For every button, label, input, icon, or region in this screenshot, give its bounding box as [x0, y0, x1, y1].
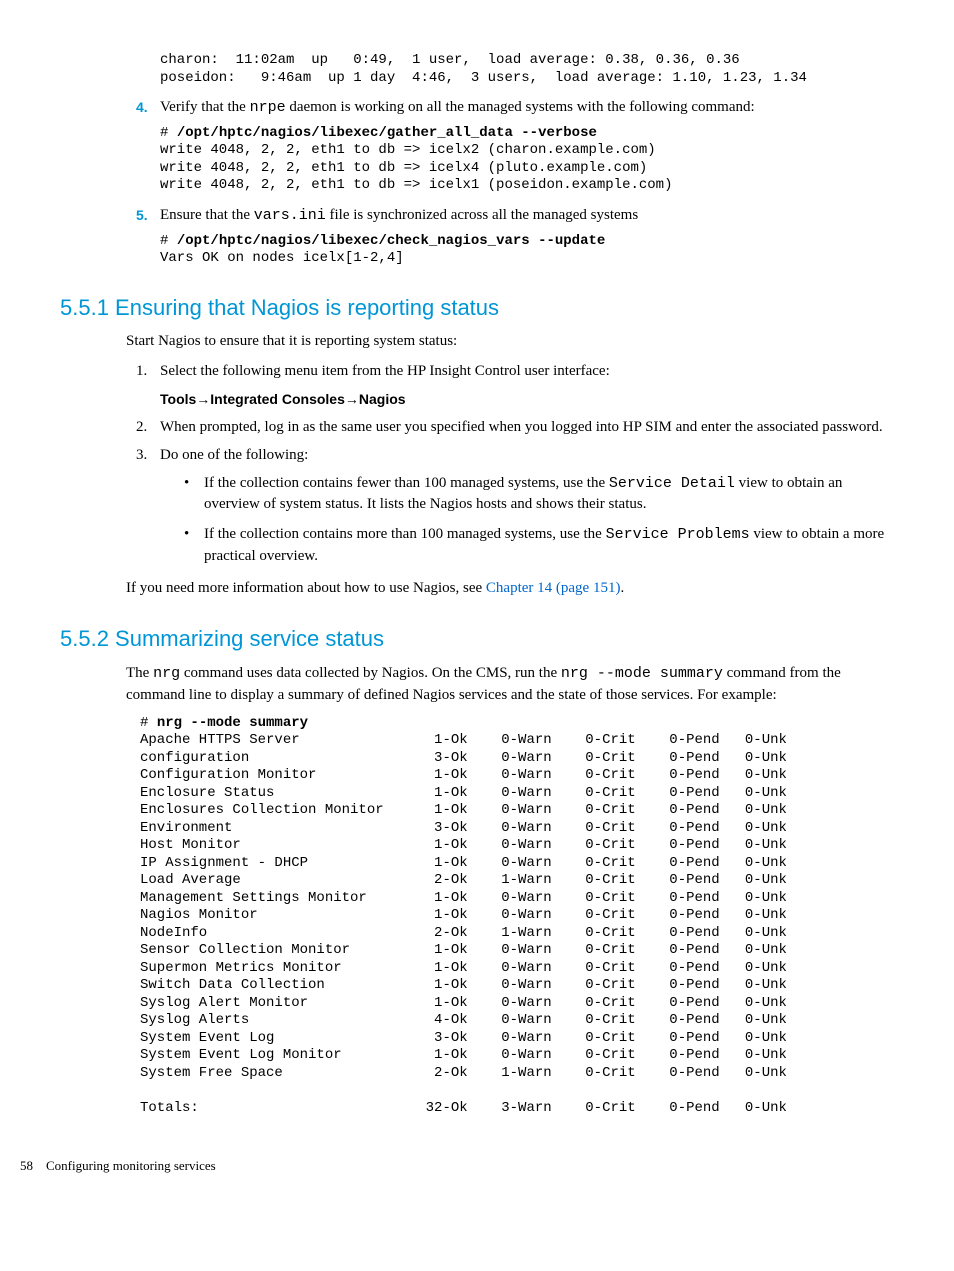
step-4-cmd: /opt/hptc/nagios/libexec/gather_all_data… — [177, 125, 597, 141]
summary-row: Supermon Metrics Monitor 1-Ok 0-Warn 0-C… — [140, 960, 894, 978]
s551-step-1-num: 1. — [136, 361, 160, 383]
summary-row: System Event Log Monitor 1-Ok 0-Warn 0-C… — [140, 1047, 894, 1065]
s551-step-1: 1. Select the following menu item from t… — [136, 361, 894, 383]
step-4-output: write 4048, 2, 2, eth1 to db => icelx2 (… — [160, 142, 672, 193]
section-551-heading: 5.5.1 Ensuring that Nagios is reporting … — [60, 292, 894, 324]
step-4: 4. Verify that the nrpe daemon is workin… — [136, 97, 894, 119]
summary-row: IP Assignment - DHCP 1-Ok 0-Warn 0-Crit … — [140, 855, 894, 873]
summary-row: Enclosures Collection Monitor 1-Ok 0-War… — [140, 802, 894, 820]
s551-step-3-num: 3. — [136, 445, 160, 467]
summary-row: NodeInfo 2-Ok 1-Warn 0-Crit 0-Pend 0-Unk — [140, 925, 894, 943]
s551-step-2: 2. When prompted, log in as the same use… — [136, 417, 894, 439]
chapter-link[interactable]: Chapter 14 (page 151) — [486, 580, 621, 596]
step-4-text-b: daemon is working on all the managed sys… — [286, 99, 755, 115]
section-552-heading: 5.5.2 Summarizing service status — [60, 623, 894, 655]
step-5-body: Ensure that the vars.ini file is synchro… — [160, 205, 894, 227]
summary-row: Host Monitor 1-Ok 0-Warn 0-Crit 0-Pend 0… — [140, 837, 894, 855]
step-4-text-a: Verify that the — [160, 99, 250, 115]
step-5-output: Vars OK on nodes icelx[1-2,4] — [160, 250, 404, 266]
s551-step-3: 3. Do one of the following: — [136, 445, 894, 467]
summary-row: Syslog Alerts 4-Ok 0-Warn 0-Crit 0-Pend … — [140, 1012, 894, 1030]
s551-bullets: • If the collection contains fewer than … — [184, 473, 894, 568]
s551-step-1-body: Select the following menu item from the … — [160, 361, 894, 383]
step-4-cmd-prefix: # — [160, 125, 177, 141]
summary-row: configuration 3-Ok 0-Warn 0-Crit 0-Pend … — [140, 750, 894, 768]
step-5-cmd-prefix: # — [160, 233, 177, 249]
step-5: 5. Ensure that the vars.ini file is sync… — [136, 205, 894, 227]
summary-row: Configuration Monitor 1-Ok 0-Warn 0-Crit… — [140, 767, 894, 785]
summary-row: Load Average 2-Ok 1-Warn 0-Crit 0-Pend 0… — [140, 872, 894, 890]
summary-row: Nagios Monitor 1-Ok 0-Warn 0-Crit 0-Pend… — [140, 907, 894, 925]
bullet-icon: • — [184, 524, 204, 568]
s551-step-2-num: 2. — [136, 417, 160, 439]
step-4-body: Verify that the nrpe daemon is working o… — [160, 97, 894, 119]
summary-row: Enclosure Status 1-Ok 0-Warn 0-Crit 0-Pe… — [140, 785, 894, 803]
page-footer: 58 Configuring monitoring services — [20, 1157, 894, 1176]
summary-totals-row: Totals: 32-Ok 3-Warn 0-Crit 0-Pend 0-Unk — [140, 1100, 894, 1118]
summary-row: System Event Log 3-Ok 0-Warn 0-Crit 0-Pe… — [140, 1030, 894, 1048]
section-552-intro: The nrg command uses data collected by N… — [126, 663, 894, 707]
step-5-num: 5. — [136, 205, 160, 227]
s551-step-3-body: Do one of the following: — [160, 445, 894, 467]
summary-row: Switch Data Collection 1-Ok 0-Warn 0-Cri… — [140, 977, 894, 995]
bullet-item: • If the collection contains more than 1… — [184, 524, 894, 568]
summary-blank-row — [140, 1082, 894, 1100]
section-551-intro: Start Nagios to ensure that it is report… — [126, 331, 894, 353]
summary-row: Syslog Alert Monitor 1-Ok 0-Warn 0-Crit … — [140, 995, 894, 1013]
step-4-cmd-block: # /opt/hptc/nagios/libexec/gather_all_da… — [160, 125, 894, 195]
summary-row: Management Settings Monitor 1-Ok 0-Warn … — [140, 890, 894, 908]
summary-row: System Free Space 2-Ok 1-Warn 0-Crit 0-P… — [140, 1065, 894, 1083]
step-5-cmd: /opt/hptc/nagios/libexec/check_nagios_va… — [177, 233, 605, 249]
summary-row: Sensor Collection Monitor 1-Ok 0-Warn 0-… — [140, 942, 894, 960]
step-5-text-a: Ensure that the — [160, 207, 254, 223]
s551-step-2-body: When prompted, log in as the same user y… — [160, 417, 894, 439]
nrg-cmd-row: # nrg --mode summary — [140, 715, 894, 733]
bullet-text: If the collection contains more than 100… — [204, 524, 894, 568]
footer-title: Configuring monitoring services — [46, 1158, 216, 1173]
bullet-icon: • — [184, 473, 204, 517]
step-4-num: 4. — [136, 97, 160, 119]
summary-row: Apache HTTPS Server 1-Ok 0-Warn 0-Crit 0… — [140, 732, 894, 750]
nrg-summary-block: # nrg --mode summary Apache HTTPS Server… — [140, 715, 894, 1118]
uptime-output: charon: 11:02am up 0:49, 1 user, load av… — [160, 52, 894, 87]
step-5-code: vars.ini — [254, 207, 326, 224]
bullet-item: • If the collection contains fewer than … — [184, 473, 894, 517]
page-number: 58 — [20, 1158, 33, 1173]
menu-path: Tools→Integrated Consoles→Nagios — [160, 389, 894, 409]
step-5-text-b: file is synchronized across all the mana… — [326, 207, 638, 223]
summary-row: Environment 3-Ok 0-Warn 0-Crit 0-Pend 0-… — [140, 820, 894, 838]
bullet-text: If the collection contains fewer than 10… — [204, 473, 894, 517]
section-551-closing: If you need more information about how t… — [126, 578, 894, 600]
step-5-cmd-block: # /opt/hptc/nagios/libexec/check_nagios_… — [160, 233, 894, 268]
step-4-code: nrpe — [250, 99, 286, 116]
